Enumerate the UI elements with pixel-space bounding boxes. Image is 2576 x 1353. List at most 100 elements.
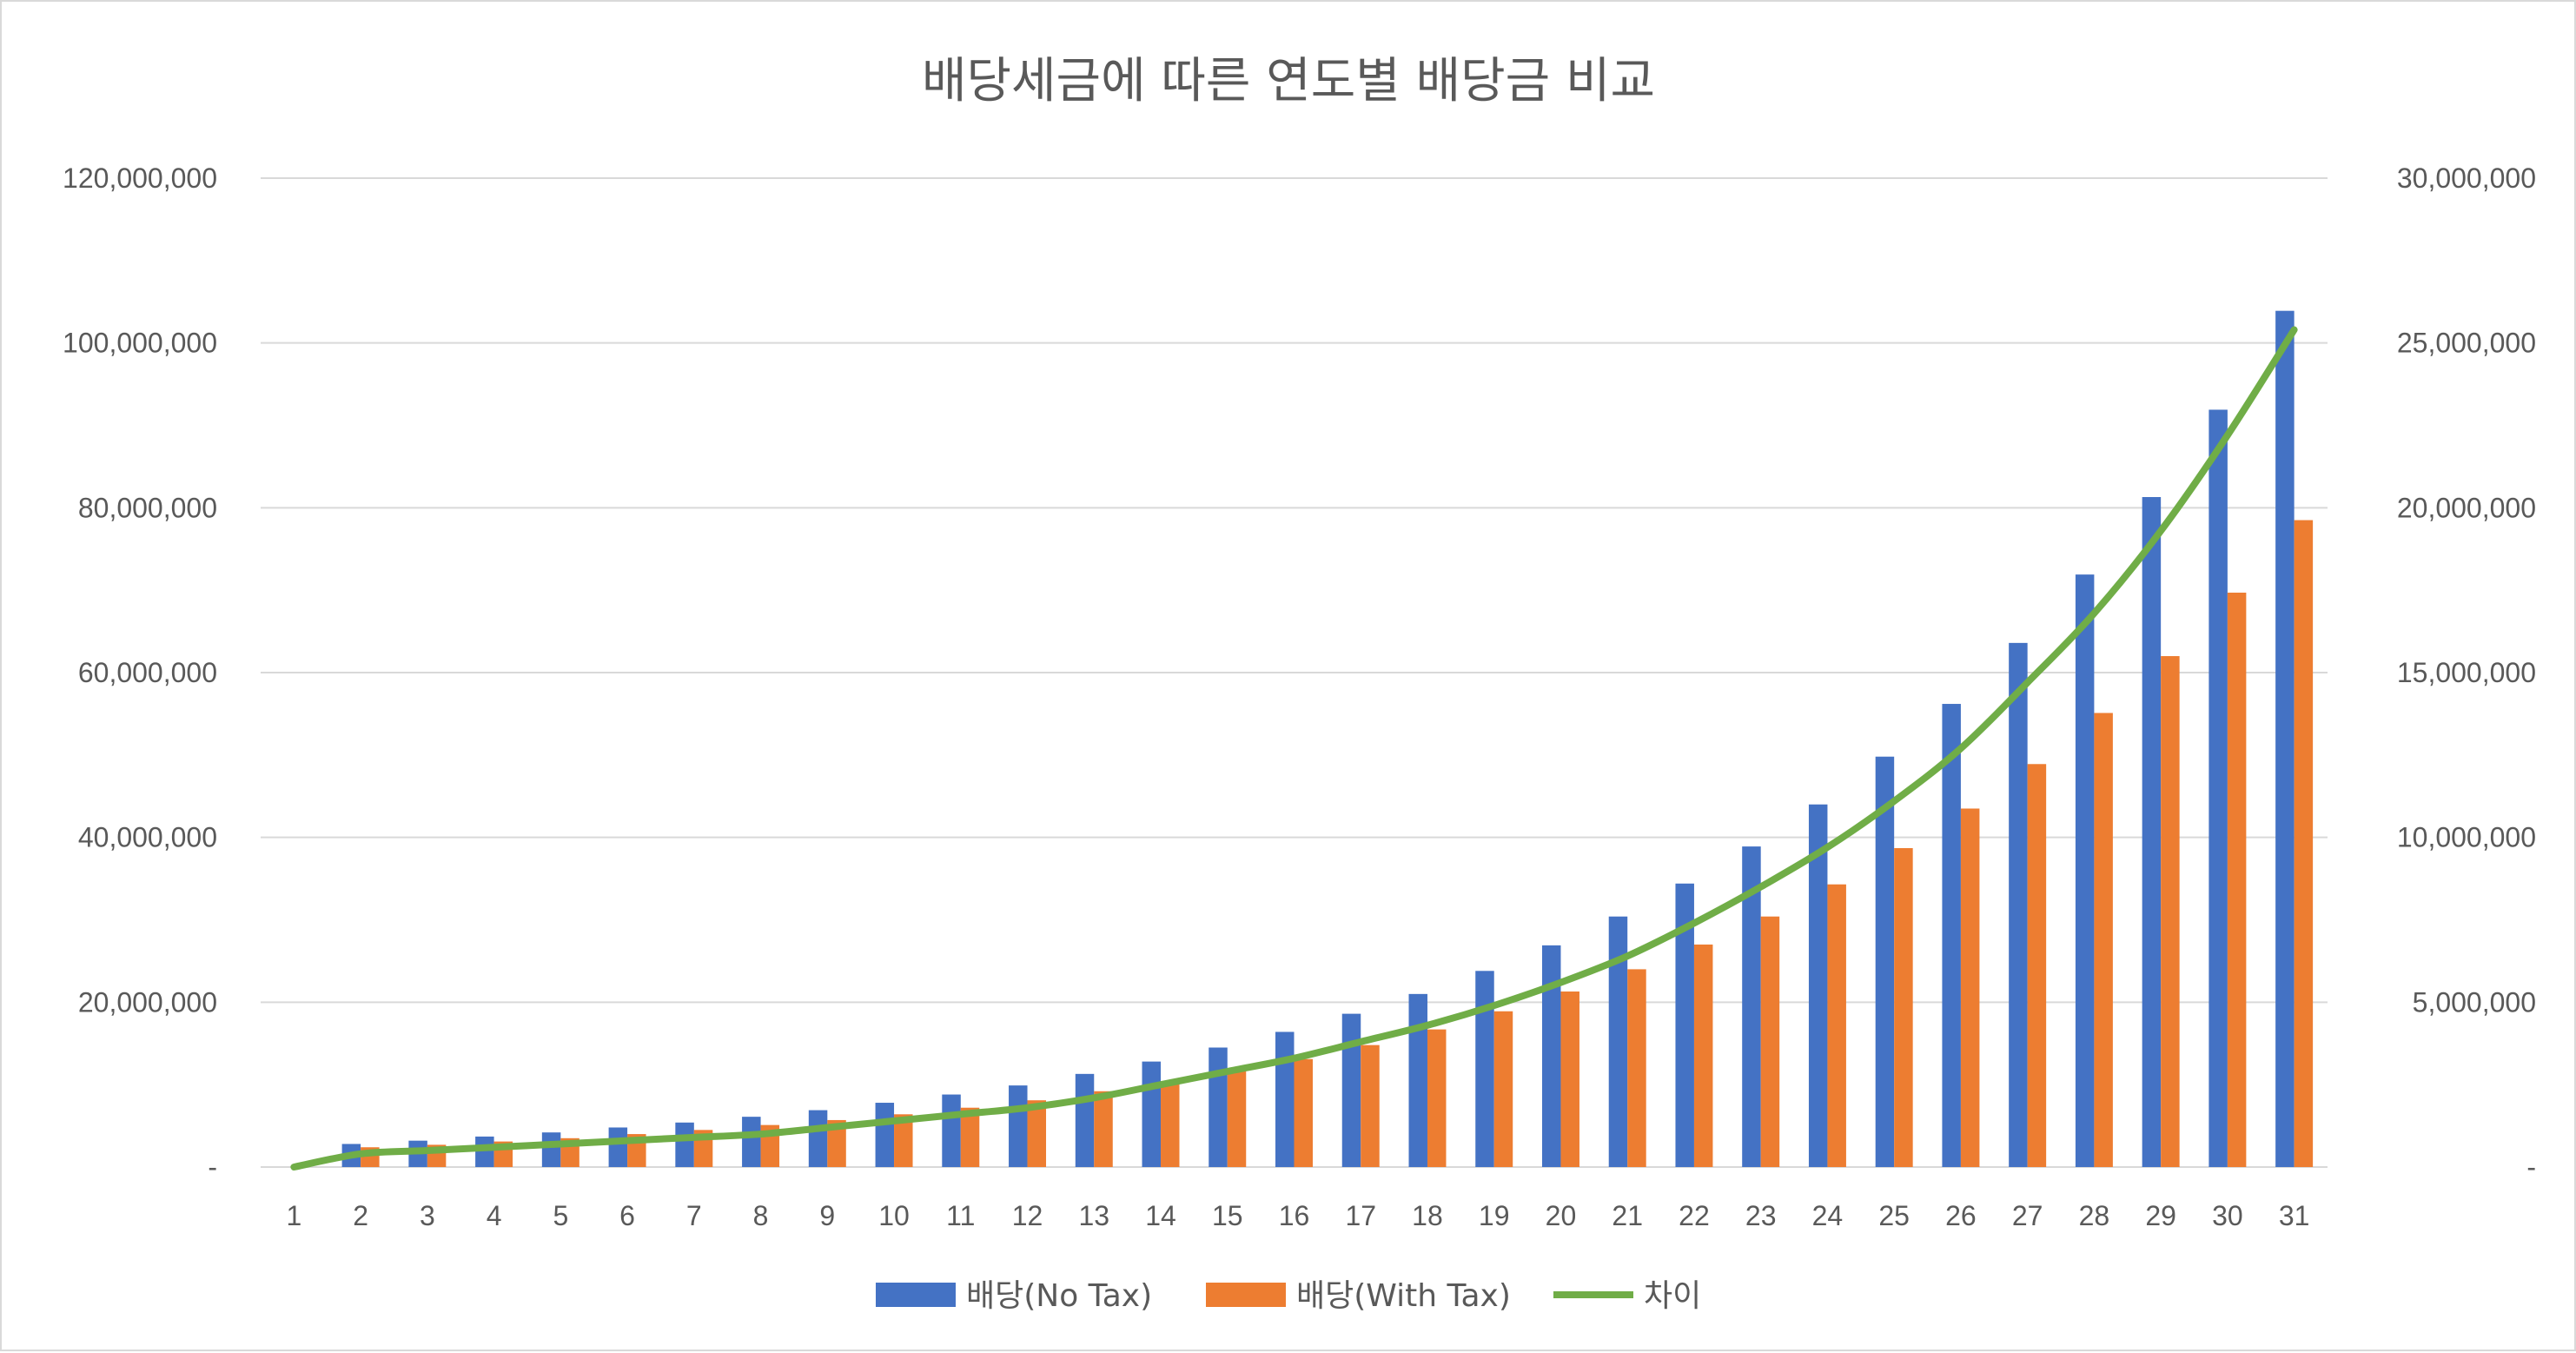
bar-no-tax	[2142, 497, 2162, 1167]
bar-with-tax	[1361, 1045, 1380, 1167]
y-right-tick-label: 30,000,000	[2397, 162, 2536, 194]
y-left-tick-label: 120,000,000	[63, 162, 217, 194]
x-tick-label: 29	[2145, 1200, 2176, 1231]
y-right-tick-label: 10,000,000	[2397, 822, 2536, 853]
bars	[341, 310, 2314, 1168]
x-tick-label: 3	[420, 1200, 435, 1231]
bar-with-tax	[960, 1107, 980, 1167]
x-tick-label: 20	[1546, 1200, 1577, 1231]
y-right-tick-label: -	[2526, 1151, 2536, 1183]
bar-with-tax	[2294, 520, 2314, 1167]
bar-no-tax	[2208, 409, 2228, 1167]
bar-with-tax	[2161, 656, 2180, 1167]
x-tick-label: 25	[1878, 1200, 1910, 1231]
x-tick-label: 11	[946, 1200, 975, 1231]
y-right-tick-label: 15,000,000	[2397, 657, 2536, 688]
bar-with-tax	[2094, 713, 2113, 1167]
bar-no-tax	[675, 1122, 694, 1167]
x-tick-label: 21	[1612, 1200, 1643, 1231]
legend-swatch-with-tax	[1206, 1283, 1286, 1307]
bar-no-tax	[1341, 1013, 1361, 1167]
x-tick-label: 2	[353, 1200, 368, 1231]
bar-no-tax	[2075, 574, 2095, 1167]
bar-with-tax	[1760, 916, 1780, 1167]
bar-no-tax	[1608, 916, 1628, 1167]
y-left-tick-label: 80,000,000	[78, 492, 217, 523]
x-tick-label: 24	[1812, 1200, 1844, 1231]
x-tick-label: 12	[1012, 1200, 1043, 1231]
bar-with-tax	[1294, 1058, 1313, 1167]
bar-no-tax	[1209, 1047, 1228, 1167]
x-tick-label: 14	[1145, 1200, 1176, 1231]
y-left-tick-label: -	[208, 1151, 217, 1183]
bar-with-tax	[2227, 593, 2247, 1167]
x-tick-label: 30	[2212, 1200, 2243, 1231]
x-tick-label: 23	[1745, 1200, 1777, 1231]
difference-line-path	[290, 326, 2298, 1171]
bar-no-tax	[1808, 804, 1828, 1167]
x-tick-label: 8	[753, 1200, 769, 1231]
bar-no-tax	[1475, 971, 1494, 1167]
x-tick-label: 15	[1212, 1200, 1243, 1231]
bar-with-tax	[1627, 969, 1646, 1167]
bar-with-tax	[1693, 944, 1713, 1167]
bar-no-tax	[1742, 846, 1761, 1167]
bar-with-tax	[1227, 1071, 1247, 1167]
bar-with-tax	[2027, 764, 2047, 1167]
x-tick-label: 22	[1679, 1200, 1710, 1231]
y-right-tick-label: 20,000,000	[2397, 492, 2536, 523]
x-tick-label: 19	[1479, 1200, 1510, 1231]
bar-no-tax	[942, 1094, 961, 1167]
x-tick-label: 17	[1345, 1200, 1376, 1231]
y-right-tick-label: 5,000,000	[2413, 986, 2536, 1018]
x-tick-label: 13	[1078, 1200, 1109, 1231]
x-tick-label: 7	[686, 1200, 702, 1231]
x-tick-label: 16	[1279, 1200, 1310, 1231]
x-tick-label: 26	[1945, 1200, 1977, 1231]
bar-no-tax	[1675, 883, 1694, 1167]
bar-with-tax	[1427, 1029, 1447, 1167]
difference-line	[290, 326, 2298, 1171]
bar-no-tax	[475, 1136, 494, 1167]
x-tick-label: 31	[2279, 1200, 2310, 1231]
bar-no-tax	[2009, 642, 2028, 1167]
bar-with-tax	[1094, 1091, 1113, 1167]
x-tick-label: 9	[819, 1200, 835, 1231]
bar-with-tax	[1560, 992, 1579, 1167]
bar-no-tax	[875, 1103, 895, 1167]
x-tick-label: 28	[2079, 1200, 2110, 1231]
bar-with-tax	[894, 1114, 913, 1167]
axes: - 20,000,000 40,000,000 60,000,000 80,000,00…	[63, 162, 2536, 1231]
legend-label: 배당(No Tax)	[966, 1278, 1152, 1314]
gridlines	[261, 177, 2328, 1168]
x-tick-label: 6	[619, 1200, 635, 1231]
legend: 배당(No Tax) 배당(With Tax) 차이	[876, 1278, 1701, 1314]
legend-label: 배당(With Tax)	[1296, 1278, 1511, 1314]
bar-with-tax	[827, 1119, 846, 1167]
bar-with-tax	[1960, 808, 1980, 1167]
bar-with-tax	[1161, 1082, 1180, 1167]
y-left-tick-label: 40,000,000	[78, 822, 217, 853]
x-tick-label: 1	[286, 1200, 301, 1231]
bar-no-tax	[608, 1127, 628, 1167]
y-right-tick-label: 25,000,000	[2397, 328, 2536, 359]
bar-no-tax	[1009, 1085, 1028, 1167]
bar-with-tax	[1894, 847, 1913, 1167]
bar-no-tax	[742, 1117, 761, 1167]
x-tick-label: 18	[1412, 1200, 1443, 1231]
x-tick-label: 10	[878, 1200, 910, 1231]
chart-title: 배당세금에 따른 연도별 배당금 비교	[922, 53, 1655, 109]
bar-with-tax	[1027, 1100, 1047, 1167]
bar-with-tax	[1827, 884, 1846, 1167]
y-left-tick-label: 100,000,000	[63, 328, 217, 359]
bar-no-tax	[1541, 945, 1561, 1167]
bar-no-tax	[1142, 1061, 1162, 1167]
bar-with-tax	[1493, 1011, 1513, 1167]
x-tick-label: 5	[553, 1200, 568, 1231]
bar-no-tax	[1408, 993, 1427, 1167]
y-left-tick-label: 60,000,000	[78, 657, 217, 688]
bar-no-tax	[1275, 1031, 1295, 1167]
legend-label: 차이	[1644, 1278, 1701, 1314]
